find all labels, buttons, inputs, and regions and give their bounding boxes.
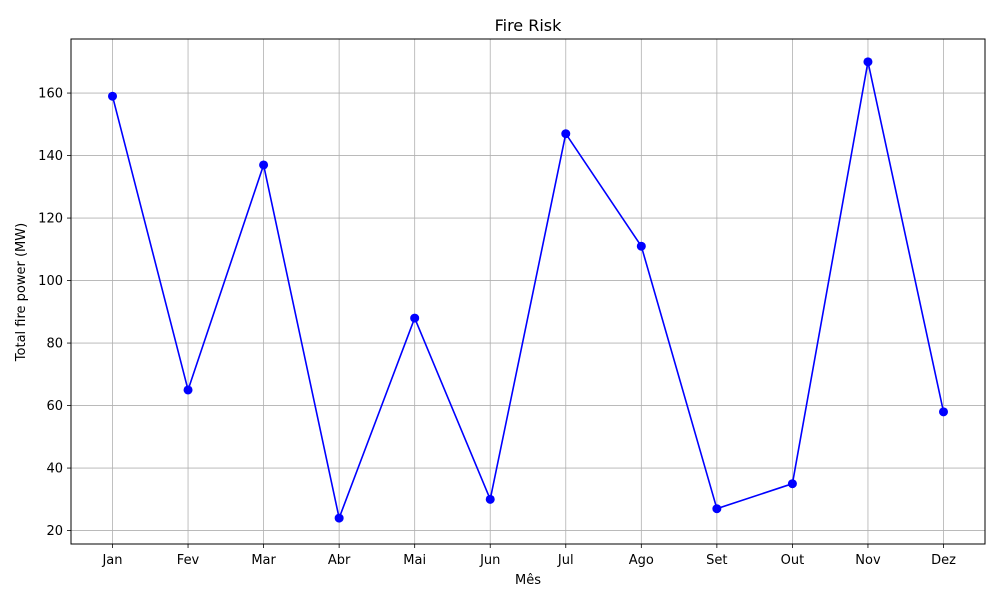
data-point bbox=[787, 479, 797, 489]
y-tick-label: 40 bbox=[46, 462, 63, 477]
data-point bbox=[259, 160, 269, 170]
x-tick-label: Jun bbox=[479, 553, 500, 568]
y-tick-label: 140 bbox=[38, 149, 63, 164]
x-tick-label: Fev bbox=[177, 553, 200, 568]
data-point bbox=[939, 407, 948, 417]
chart-title: Fire Risk bbox=[495, 16, 563, 35]
series-line bbox=[111, 61, 945, 519]
x-tick-label: Abr bbox=[328, 553, 351, 568]
x-tick-label: Jan bbox=[101, 553, 122, 568]
data-point bbox=[636, 241, 646, 251]
x-tick-label: Dez bbox=[931, 553, 956, 568]
x-tick-label: Mai bbox=[403, 553, 426, 568]
data-point bbox=[410, 313, 420, 323]
x-tick-label: Out bbox=[781, 553, 805, 568]
data-point bbox=[108, 91, 117, 101]
x-tick-label: Set bbox=[706, 553, 727, 568]
y-axis-label: Total fire power (MW) bbox=[14, 223, 29, 362]
y-tick-label: 20 bbox=[46, 524, 63, 539]
plot-frame bbox=[70, 38, 986, 545]
x-tick-label: Jul bbox=[557, 553, 574, 568]
y-tick-label: 100 bbox=[38, 274, 63, 289]
y-tick-label: 80 bbox=[46, 337, 63, 352]
y-tick-label: 60 bbox=[46, 399, 63, 414]
y-tick-label: 120 bbox=[38, 212, 63, 227]
x-axis: Jan Fev Mar Abr Mai Jun Jul Ago Set Out Nov Dez bbox=[101, 544, 956, 568]
x-axis-label: Mês bbox=[515, 573, 541, 588]
data-point bbox=[863, 57, 873, 67]
data-point bbox=[485, 494, 495, 504]
grid bbox=[71, 39, 985, 544]
data-point bbox=[712, 504, 722, 514]
x-tick-label: Ago bbox=[629, 553, 654, 568]
data-point bbox=[183, 385, 193, 395]
series bbox=[108, 57, 948, 523]
y-tick-label: 160 bbox=[38, 87, 63, 102]
data-point bbox=[334, 513, 344, 523]
x-tick-label: Nov bbox=[855, 553, 881, 568]
x-tick-label: Mar bbox=[251, 553, 276, 568]
y-axis: 20 40 60 80 100 120 140 160 bbox=[38, 87, 71, 539]
data-point bbox=[561, 129, 571, 139]
